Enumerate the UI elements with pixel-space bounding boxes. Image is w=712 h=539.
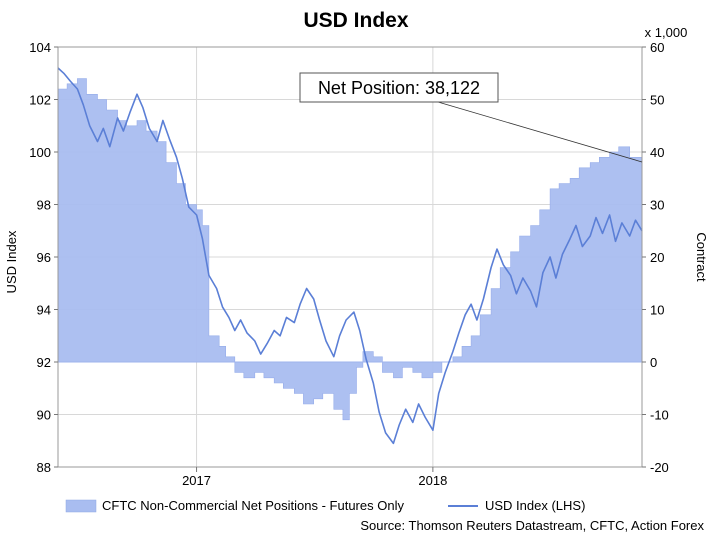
right-axis-multiplier: x 1,000 (645, 25, 688, 40)
left-tick-label-5: 98 (37, 198, 51, 213)
right-tick-label-5: 30 (650, 198, 664, 213)
x-tick-label-1: 2018 (418, 473, 447, 488)
line-layer (57, 67, 643, 445)
right-tick-label-4: 20 (650, 250, 664, 265)
right-axis-title: Contract (694, 232, 709, 282)
left-tick-label-4: 96 (37, 250, 51, 265)
left-tick-label-7: 102 (29, 93, 51, 108)
right-tick-label-7: 50 (650, 93, 664, 108)
series-usd-index-line (57, 67, 643, 445)
legend-item-usd: USD Index (LHS) (448, 498, 585, 513)
right-tick-label-0: -20 (650, 460, 669, 475)
left-tick-label-0: 88 (37, 460, 51, 475)
right-tick-label-3: 10 (650, 303, 664, 318)
legend: CFTC Non-Commercial Net Positions - Futu… (65, 498, 585, 513)
annotation-layer: Net Position: 38,122 (299, 72, 643, 163)
x-tick-label-0: 2017 (182, 473, 211, 488)
right-tick-label-8: 60 (650, 40, 664, 55)
annotation-leader-line (437, 101, 643, 163)
right-tick-label-1: -10 (650, 408, 669, 423)
right-tick-label-2: 0 (650, 355, 657, 370)
left-tick-label-6: 100 (29, 145, 51, 160)
axis-layer: 88 90 92 94 96 98 100 102 104 -20 -10 0 10 20 30 40 50 60… (29, 40, 669, 488)
left-tick-label-1: 90 (37, 408, 51, 423)
left-tick-label-3: 94 (37, 303, 51, 318)
chart-title: USD Index (303, 9, 408, 32)
legend-label-usd: USD Index (LHS) (485, 498, 585, 513)
source-note: Source: Thomson Reuters Datastream, CFTC… (360, 518, 704, 533)
legend-swatch-cftc (65, 499, 97, 513)
left-tick-label-2: 92 (37, 355, 51, 370)
legend-item-cftc: CFTC Non-Commercial Net Positions - Futu… (65, 498, 404, 513)
left-axis-title: USD Index (4, 230, 19, 293)
left-tick-label-8: 104 (29, 40, 51, 55)
annotation-text: Net Position: 38,122 (318, 78, 480, 98)
legend-label-cftc: CFTC Non-Commercial Net Positions - Futu… (102, 498, 404, 513)
annotation-box (299, 72, 499, 103)
right-tick-label-6: 40 (650, 145, 664, 160)
